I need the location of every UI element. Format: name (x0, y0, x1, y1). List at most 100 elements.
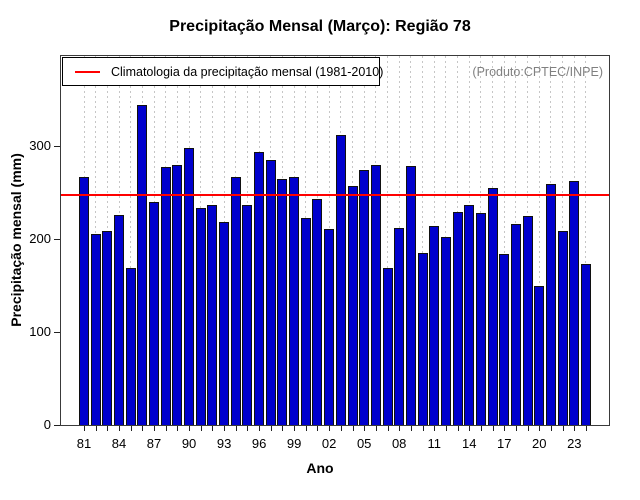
bar-1995 (242, 205, 253, 425)
x-tick-2008 (399, 426, 401, 431)
x-tick-1982 (95, 426, 97, 431)
x-tick-1995 (247, 426, 249, 431)
bar-2023 (569, 181, 580, 425)
legend-label: Climatologia da precipitação mensal (198… (111, 64, 384, 79)
x-tick-1985 (130, 426, 132, 431)
x-tick-1992 (212, 426, 214, 431)
bar-1990 (184, 148, 195, 425)
x-tick-2002 (329, 426, 331, 431)
x-tick-1989 (177, 426, 179, 431)
x-tick-label-2017: 17 (497, 436, 512, 451)
x-tick-2023 (574, 426, 576, 431)
x-tick-label-1993: 93 (216, 436, 232, 451)
x-tick-2011 (434, 426, 436, 431)
x-tick-2016 (492, 426, 494, 431)
x-tick-label-2011: 11 (427, 436, 441, 451)
x-tick-label-1981: 81 (76, 436, 92, 451)
y-tick-label-200: 200 (29, 231, 51, 246)
gridline-2007 (387, 56, 389, 425)
x-tick-label-1987: 87 (146, 436, 162, 451)
x-tick-1983 (107, 426, 109, 431)
x-tick-2014 (469, 426, 471, 431)
annotation-produto: (Produto:CPTEC/INPE) (472, 65, 603, 79)
x-tick-2022 (562, 426, 564, 431)
gridline-1985 (130, 56, 132, 425)
x-tick-1987 (154, 426, 156, 431)
x-tick-1997 (270, 426, 272, 431)
bar-2003 (335, 135, 346, 425)
bar-2000 (300, 218, 311, 425)
bar-1984 (114, 215, 125, 425)
bar-1988 (160, 167, 171, 425)
bar-2014 (464, 205, 475, 425)
x-tick-2012 (445, 426, 447, 431)
bar-2006 (370, 165, 381, 425)
x-tick-2021 (550, 426, 552, 431)
x-tick-1988 (165, 426, 167, 431)
x-tick-label-2005: 05 (356, 436, 372, 451)
x-tick-1981 (84, 426, 85, 431)
bar-2005 (359, 170, 370, 425)
x-tick-2003 (340, 426, 342, 431)
bar-1992 (207, 205, 218, 425)
bar-2007 (382, 268, 393, 425)
x-tick-label-2014: 14 (462, 436, 477, 451)
bar-2012 (440, 237, 451, 425)
x-tick-2018 (515, 426, 517, 431)
y-tick-label-100: 100 (29, 324, 51, 339)
x-tick-2017 (504, 426, 506, 431)
gridline-2017 (503, 56, 505, 425)
bar-1981 (79, 177, 89, 425)
legend: Climatologia da precipitação mensal (198… (62, 57, 384, 86)
bar-1991 (195, 208, 206, 425)
x-tick-label-2023: 23 (567, 436, 582, 451)
x-tick-1998 (282, 426, 284, 431)
x-tick-label-2002: 02 (321, 436, 337, 451)
x-tick-label-2008: 08 (391, 436, 407, 451)
bar-2015 (475, 213, 486, 425)
bar-2021 (545, 184, 556, 425)
bar-2020 (534, 286, 545, 425)
bar-1993 (219, 222, 230, 425)
bar-1985 (125, 268, 136, 425)
bar-2010 (417, 253, 428, 425)
bar-1996 (254, 152, 265, 425)
gridline-2020 (538, 56, 540, 425)
plot-area: Climatologia da precipitação mensal (198… (60, 55, 610, 426)
bar-2019 (522, 216, 533, 425)
x-tick-1986 (142, 426, 144, 431)
bar-2002 (324, 229, 335, 425)
bar-1999 (289, 177, 300, 425)
bar-2008 (394, 228, 405, 425)
x-tick-2009 (410, 426, 412, 431)
x-tick-label-1999: 99 (286, 436, 302, 451)
x-tick-1996 (259, 426, 261, 431)
bar-1987 (149, 202, 160, 425)
y-tick-label-0: 0 (43, 417, 51, 432)
bar-1997 (265, 160, 276, 425)
x-tick-2015 (480, 426, 482, 431)
x-tick-2019 (527, 426, 529, 431)
bar-1986 (137, 105, 148, 425)
y-tick-300 (54, 146, 60, 147)
bar-1983 (102, 231, 113, 425)
bar-1982 (90, 234, 101, 425)
bar-2022 (557, 231, 568, 425)
bar-1994 (230, 177, 241, 425)
x-tick-2006 (375, 426, 377, 431)
x-tick-2024 (585, 426, 587, 431)
x-tick-2005 (364, 426, 366, 431)
legend-line-sample (75, 70, 100, 73)
bar-2009 (405, 166, 416, 425)
x-tick-1984 (119, 426, 121, 431)
y-tick-label-300: 300 (29, 138, 51, 153)
bars-layer (61, 56, 609, 425)
bar-1989 (172, 165, 183, 425)
x-tick-1991 (200, 426, 202, 431)
y-tick-200 (54, 239, 60, 240)
bar-1998 (277, 179, 288, 425)
y-tick-100 (54, 332, 60, 333)
x-tick-label-1996: 96 (251, 436, 267, 451)
bar-2017 (499, 254, 510, 425)
